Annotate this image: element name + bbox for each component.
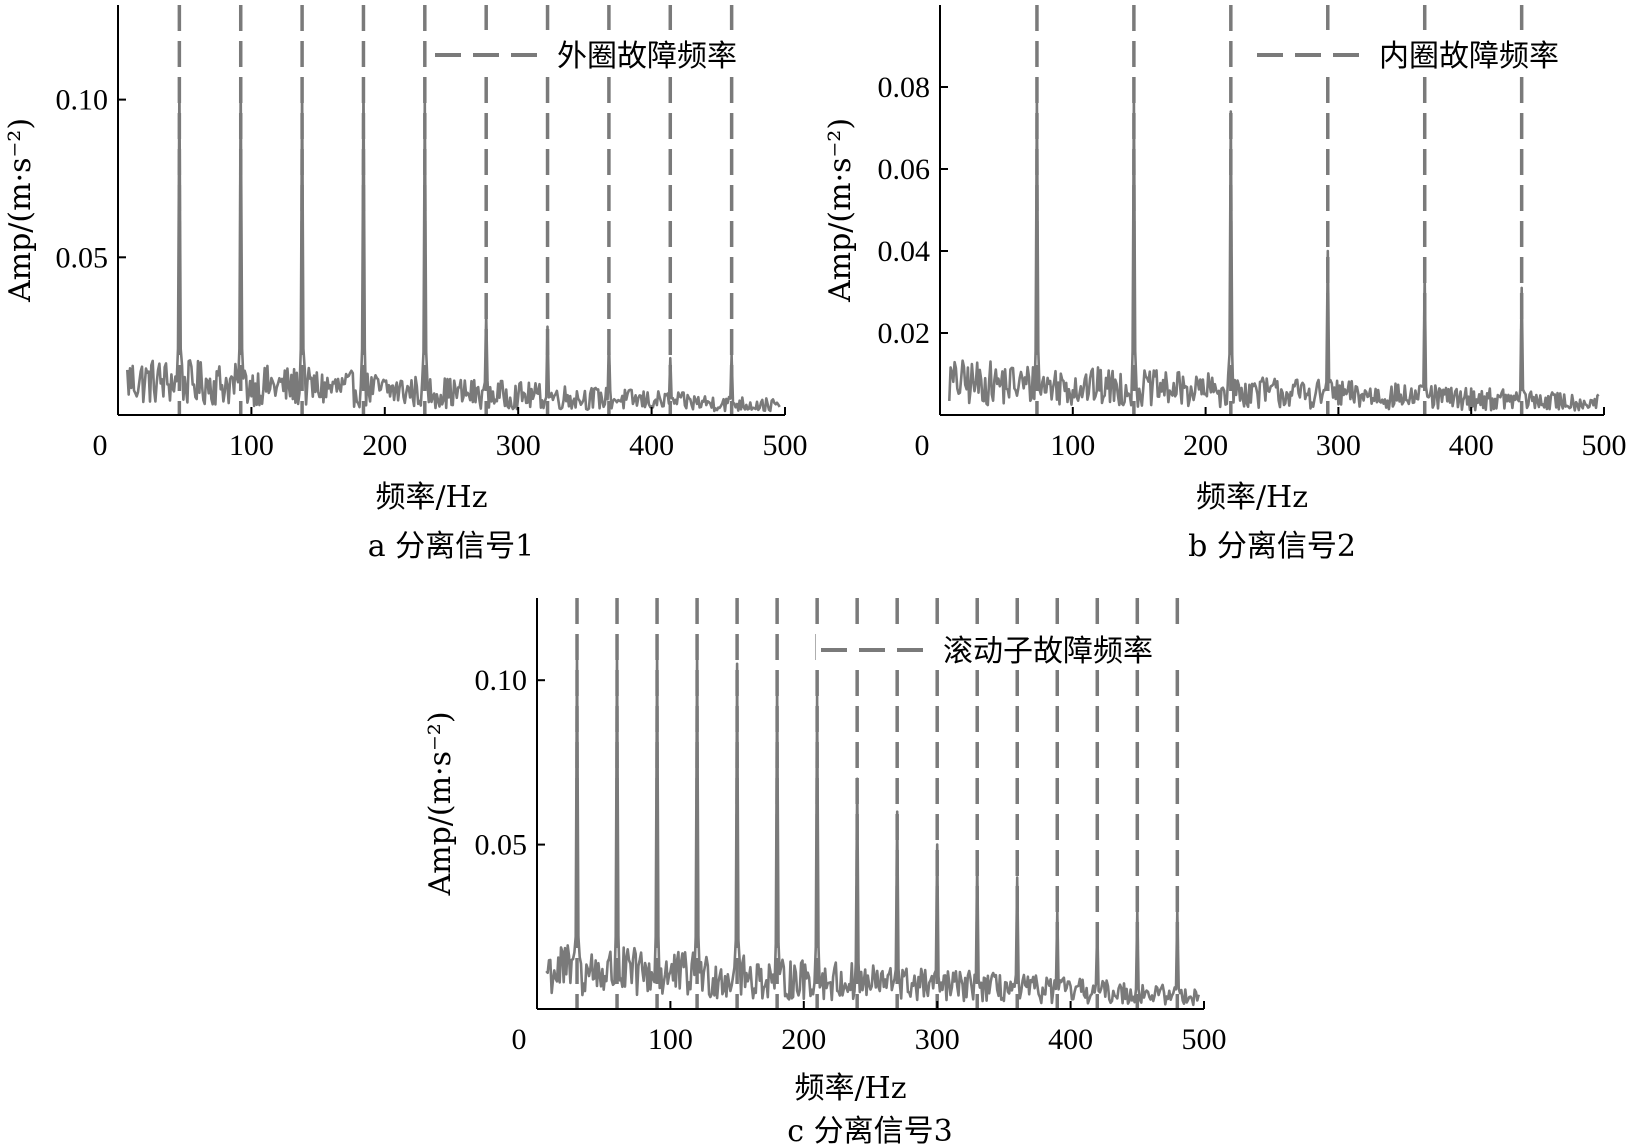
legend: 内圈故障频率 (1252, 30, 1617, 74)
x-tick-label: 500 (763, 429, 808, 462)
panel-caption: c 分离信号3 (787, 1114, 952, 1146)
x-tick-label: 0 (915, 429, 930, 462)
x-tick-label: 300 (496, 429, 541, 462)
chart-panel-c: 0 100 200 300 400 500 0.05 0.10 Amp/(m·s⁻²) 频率/Hz… (423, 598, 1227, 1146)
x-tick-label: 400 (1449, 429, 1494, 462)
legend: 外圈故障频率 (430, 30, 795, 74)
legend-background (1252, 30, 1617, 72)
x-axis-label: 频率/Hz (794, 1071, 906, 1106)
chart-panel-b: 0 100 200 300 400 500 0.02 0.04 0.06 0.08 Amp/(m·s… (823, 5, 1627, 564)
y-axis-label: Amp/(m·s⁻²) (423, 711, 458, 896)
x-tick-label: 0 (93, 429, 108, 462)
legend-label: 滚动子故障频率 (943, 634, 1153, 669)
x-tick-label: 500 (1182, 1023, 1227, 1056)
legend-label: 外圈故障频率 (557, 39, 737, 74)
y-tick-label: 0.08 (878, 71, 931, 104)
y-tick-label: 0.10 (56, 84, 109, 117)
y-tick-label: 0.04 (878, 235, 931, 268)
x-tick-label: 0 (512, 1023, 527, 1056)
x-tick-label: 100 (229, 429, 274, 462)
x-tick-label: 100 (648, 1023, 693, 1056)
x-tick-label: 400 (1048, 1023, 1093, 1056)
x-axis-label: 频率/Hz (1196, 480, 1308, 515)
x-tick-label: 300 (1316, 429, 1361, 462)
chart-panel-a: 0 100 200 300 400 500 0.05 0.10 Amp/(m·s⁻²) 频率/Hz… (3, 5, 808, 564)
legend: 滚动子故障频率 (816, 625, 1181, 669)
x-tick-label: 200 (362, 429, 407, 462)
y-axis-label: Amp/(m·s⁻²) (823, 118, 858, 303)
x-tick-label: 200 (781, 1023, 826, 1056)
y-tick-label: 0.05 (475, 829, 528, 862)
panel-caption: b 分离信号2 (1188, 529, 1356, 564)
y-tick-label: 0.06 (878, 153, 931, 186)
x-tick-label: 500 (1582, 429, 1627, 462)
x-tick-label: 400 (629, 429, 674, 462)
y-tick-label: 0.10 (475, 664, 528, 697)
legend-label: 内圈故障频率 (1379, 39, 1559, 74)
spectrum-line (545, 645, 1200, 1007)
x-axis-label: 频率/Hz (375, 480, 487, 515)
x-tick-label: 300 (915, 1023, 960, 1056)
y-axis-label: Amp/(m·s⁻²) (3, 118, 38, 303)
x-tick-label: 200 (1183, 429, 1228, 462)
panel-caption: a 分离信号1 (368, 529, 535, 564)
y-tick-label: 0.02 (878, 317, 931, 350)
legend-background (430, 30, 795, 72)
spectrum-line (126, 82, 781, 413)
legend-background (816, 625, 1181, 667)
x-tick-label: 100 (1050, 429, 1095, 462)
spectrum-line (948, 93, 1600, 412)
y-tick-label: 0.05 (56, 241, 109, 274)
